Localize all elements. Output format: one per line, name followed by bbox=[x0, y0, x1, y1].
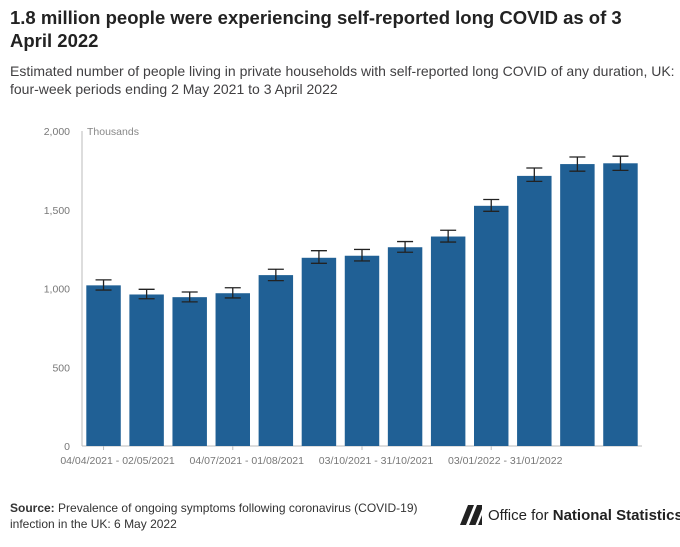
source-label: Source: bbox=[10, 501, 55, 515]
bar bbox=[129, 294, 164, 446]
bar bbox=[258, 275, 294, 446]
x-tick-label: 04/04/2021 - 02/05/2021 bbox=[60, 455, 175, 467]
x-tick-label: 03/10/2021 - 31/10/2021 bbox=[319, 455, 434, 467]
ons-logo: Office for National Statistics bbox=[460, 504, 680, 526]
source-text: Prevalence of ongoing symptoms following… bbox=[10, 501, 418, 531]
y-tick-label: 500 bbox=[52, 362, 70, 374]
ons-logo-icon bbox=[460, 505, 482, 525]
bar bbox=[603, 163, 638, 446]
bar bbox=[215, 293, 250, 446]
ons-logo-text: Office for National Statistics bbox=[488, 507, 680, 524]
source-note: Source: Prevalence of ongoing symptoms f… bbox=[10, 500, 430, 532]
bar bbox=[430, 236, 466, 446]
x-tick-label: 04/07/2021 - 01/08/2021 bbox=[190, 455, 305, 467]
bar bbox=[172, 297, 207, 446]
y-tick-label: 2,000 bbox=[44, 126, 70, 138]
chart-title: 1.8 million people were experiencing sel… bbox=[10, 7, 622, 51]
bar bbox=[474, 205, 509, 446]
ons-logo-text-light: Office for bbox=[488, 506, 553, 524]
x-tick-label: 03/01/2022 - 31/01/2022 bbox=[448, 455, 563, 467]
y-axis-unit-label: Thousands bbox=[87, 126, 139, 138]
bar bbox=[301, 257, 337, 446]
bar bbox=[517, 175, 552, 446]
bar bbox=[86, 285, 121, 446]
bar bbox=[344, 255, 380, 446]
ons-logo-text-bold: National Statistics bbox=[552, 506, 680, 524]
y-tick-label: 1,500 bbox=[44, 205, 70, 217]
chart-subtitle: Estimated number of people living in pri… bbox=[10, 63, 675, 97]
y-tick-label: 0 bbox=[64, 441, 70, 453]
bar bbox=[387, 247, 423, 446]
bar-chart: 0 500 1,000 1,500 2,000 Thousands 04/04/2021 -… bbox=[44, 126, 642, 467]
y-tick-label: 1,000 bbox=[44, 284, 70, 296]
bar bbox=[560, 164, 595, 446]
